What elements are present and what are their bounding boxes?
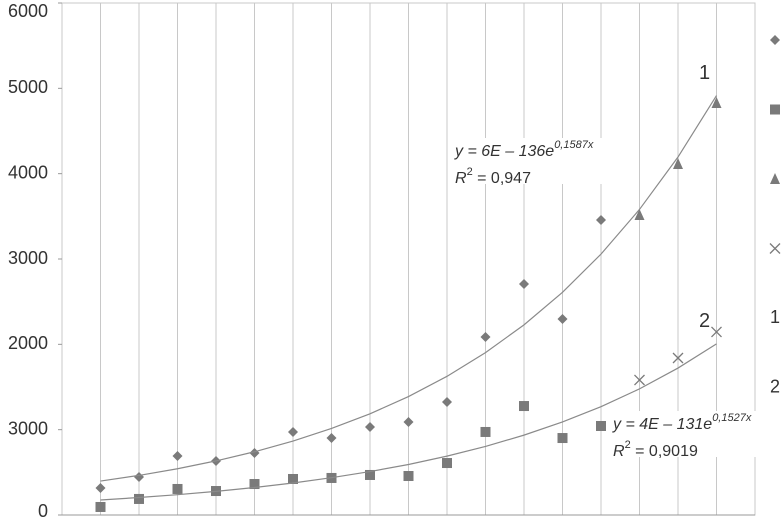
y-tick-label: 2000 [8,333,48,353]
equation-exponent: 0,1527x [712,412,752,424]
trend-line [100,95,718,482]
r-value: = 0,9019 [631,443,698,460]
data-point [672,352,684,364]
r-squared: R2 = 0,947 [455,166,531,187]
data-point [403,416,414,427]
data-point [519,279,529,290]
data-point [596,420,606,431]
r-squared: R2 = 0,9019 [613,439,698,460]
data-point [596,215,606,226]
trend-line [100,343,717,501]
y-tick-label: 3000 [8,418,48,438]
equation: y = 6E – 136e0,1587x [454,139,594,160]
annotation-bg [451,138,619,184]
data-point [172,483,183,494]
data-point [634,374,645,386]
r-exponent: 2 [625,439,631,451]
legend-label: 1 [770,307,780,327]
data-point [557,433,568,444]
equation-text: y = 6E – 136e [454,143,554,160]
data-point [172,451,183,462]
annotation-bg [609,411,777,457]
y-tick-label: 6000 [8,1,48,21]
data-point [365,422,375,433]
r-value: = 0,947 [473,170,531,187]
trend-label: 2 [699,310,710,332]
equation-text: y = 4E – 131e [612,416,712,433]
data-point [634,208,645,220]
legend-label: 2 [770,376,780,396]
y-tick-label: 4000 [8,162,48,182]
data-point [711,326,722,338]
data-point [557,313,568,324]
legend-marker [769,243,781,254]
data-point [480,426,491,437]
r-symbol: R [455,170,467,187]
data-point [95,501,106,512]
legend-marker [770,173,780,184]
data-point [249,479,260,490]
y-tick-label: 0 [38,501,48,521]
data-point [95,483,106,494]
data-point [673,158,683,170]
data-point [403,471,414,482]
data-point [711,97,722,109]
trend-label: 1 [699,62,710,84]
data-point [519,401,529,412]
data-point [288,473,298,484]
data-point [326,433,337,444]
legend-marker [770,35,780,45]
legend-marker [770,104,780,115]
data-point [442,458,452,469]
data-point [288,426,298,437]
r-symbol: R [613,443,625,460]
data-point [480,331,491,342]
r-exponent: 2 [467,166,473,178]
equation-exponent: 0,1587x [554,139,594,151]
data-point [134,472,144,483]
data-point [442,397,452,408]
equation: y = 4E – 131e0,1527x [612,412,752,433]
data-point [365,469,375,480]
data-point [134,493,144,504]
y-tick-label: 5000 [8,77,48,97]
y-tick-label: 3000 [8,248,48,268]
